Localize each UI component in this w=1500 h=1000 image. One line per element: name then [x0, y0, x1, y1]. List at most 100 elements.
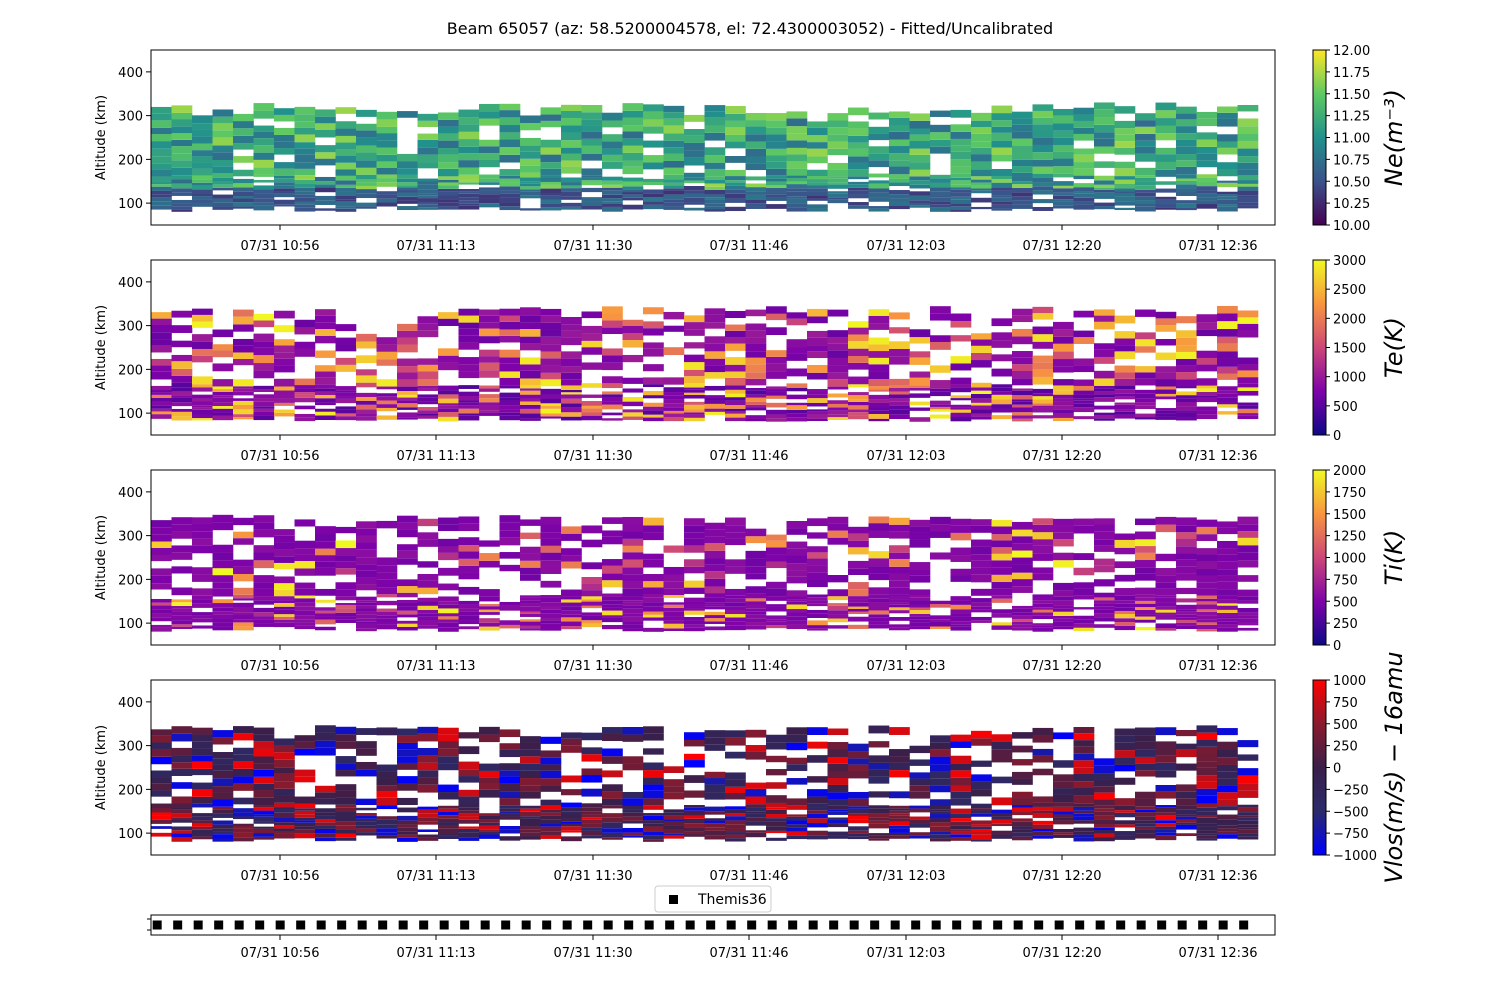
heatmap-cell: [438, 112, 459, 120]
heatmap-cell: [520, 329, 541, 337]
heatmap-cell: [397, 379, 418, 387]
heatmap-cell: [1176, 824, 1197, 830]
heatmap-cell: [663, 566, 685, 575]
heatmap-cell: [704, 206, 726, 210]
heatmap-cell: [643, 839, 664, 842]
heatmap-cell: [766, 175, 787, 179]
heatmap-cell: [889, 810, 910, 814]
heatmap-cell: [827, 309, 849, 317]
heatmap-cell: [294, 833, 316, 839]
heatmap-cell: [561, 153, 582, 161]
heatmap-cell: [930, 207, 951, 212]
heatmap-cell: [1196, 807, 1218, 812]
heatmap-cell: [1012, 200, 1033, 205]
heatmap-cell: [1073, 740, 1095, 747]
heatmap-cell: [704, 168, 726, 177]
heatmap-cell: [1176, 809, 1197, 815]
heatmap-cell: [971, 169, 992, 177]
heatmap-cell: [1073, 553, 1095, 561]
heatmap-cell: [212, 599, 234, 604]
heatmap-cell: [192, 162, 213, 169]
heatmap-cell: [253, 125, 275, 132]
heatmap-cell: [1114, 618, 1136, 623]
heatmap-cell: [1135, 402, 1156, 406]
heatmap-cell: [1094, 315, 1115, 322]
heatmap-cell: [684, 186, 705, 191]
heatmap-cell: [622, 377, 644, 384]
colorbar-tick-label: 2500: [1333, 283, 1366, 298]
heatmap-cell: [848, 764, 869, 771]
heatmap-cell: [438, 199, 459, 203]
heatmap-cell: [581, 180, 603, 183]
heatmap-cell: [766, 356, 787, 364]
heatmap-cell: [725, 185, 746, 190]
heatmap-cell: [192, 179, 213, 183]
heatmap-cell: [212, 575, 234, 583]
heatmap-cell: [581, 201, 603, 206]
heatmap-cell: [397, 412, 418, 418]
heatmap-cell: [1032, 625, 1054, 628]
heatmap-cell: [807, 830, 828, 836]
heatmap-cell: [397, 515, 418, 523]
heatmap-cell: [151, 389, 172, 393]
heatmap-cell: [253, 727, 275, 735]
y-tick-label: 100: [118, 617, 143, 632]
heatmap-cell: [889, 815, 910, 819]
heatmap-cell: [315, 626, 336, 631]
heatmap-cell: [417, 364, 439, 372]
heatmap-cell: [1155, 366, 1177, 373]
heatmap-cell: [1094, 109, 1115, 118]
heatmap-cell: [1012, 407, 1033, 413]
heatmap-cell: [356, 409, 377, 414]
heatmap-cell: [1012, 745, 1033, 753]
heatmap-cell: [212, 828, 234, 832]
heatmap-cell: [766, 192, 787, 195]
heatmap-cell: [335, 344, 357, 352]
heatmap-cell: [1032, 806, 1054, 811]
heatmap-cell: [253, 756, 275, 764]
heatmap-cell: [745, 120, 767, 127]
heatmap-cell: [1237, 390, 1259, 396]
heatmap-cell: [745, 782, 767, 789]
heatmap-cell: [704, 558, 726, 565]
heatmap-cell: [315, 567, 336, 576]
heatmap-cell: [868, 357, 890, 365]
heatmap-cell: [889, 117, 910, 126]
timeline-frame: [150, 914, 1276, 936]
heatmap-cell: [1053, 173, 1074, 178]
heatmap-cell: [1176, 743, 1197, 750]
heatmap-cell: [1032, 405, 1054, 408]
heatmap-cell: [520, 336, 541, 344]
heatmap-cell: [1094, 624, 1115, 628]
heatmap-cell: [1073, 827, 1095, 832]
heatmap-cell: [458, 746, 480, 755]
heatmap-cell: [1217, 618, 1238, 622]
heatmap-cell: [1196, 554, 1218, 562]
heatmap-cell: [622, 319, 644, 326]
heatmap-cell: [1012, 521, 1033, 530]
heatmap-cell: [1196, 619, 1218, 623]
heatmap-cell: [1094, 592, 1115, 598]
heatmap-cell: [1155, 118, 1177, 126]
heatmap-cell: [540, 785, 562, 792]
heatmap-cell: [643, 559, 664, 568]
heatmap-cell: [889, 825, 910, 829]
heatmap-cell: [520, 625, 541, 629]
heatmap-cell: [745, 817, 767, 822]
heatmap-cell: [1012, 187, 1033, 193]
heatmap-cell: [807, 316, 828, 324]
heatmap-cell: [1135, 627, 1156, 631]
heatmap-cell: [397, 182, 418, 186]
heatmap-cell: [315, 555, 336, 562]
heatmap-cell: [1053, 820, 1074, 825]
heatmap-cell: [315, 825, 336, 829]
heatmap-cell: [438, 601, 459, 605]
heatmap-cell: [950, 770, 972, 778]
heatmap-cell: [909, 805, 931, 809]
heatmap-cell: [438, 538, 459, 547]
heatmap-cell: [971, 120, 992, 128]
heatmap-cell: [827, 372, 849, 380]
heatmap-cell: [1012, 543, 1033, 551]
heatmap-cell: [848, 384, 869, 388]
heatmap-cell: [971, 824, 992, 827]
